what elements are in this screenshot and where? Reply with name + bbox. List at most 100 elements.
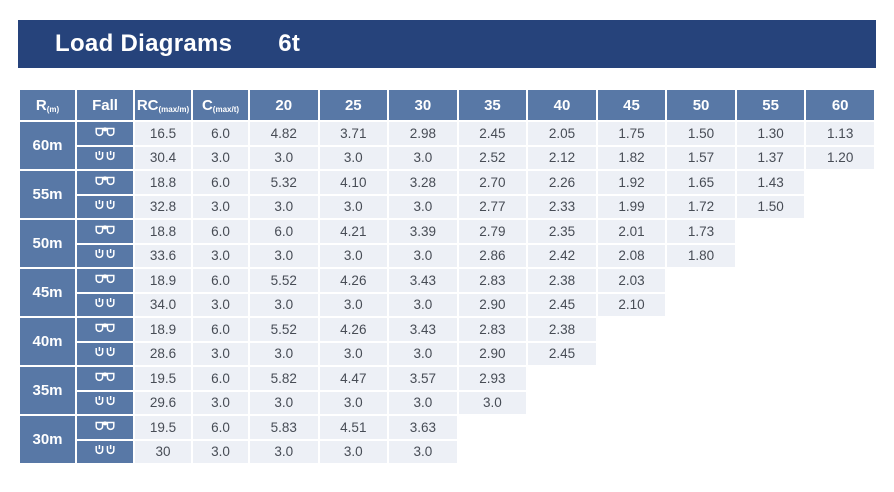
page-title: Load Diagrams — [55, 30, 233, 57]
empty-cell — [598, 367, 666, 390]
four-fall-cell — [77, 269, 133, 292]
value-cell: 2.90 — [458, 293, 527, 316]
value-cell: 3.0 — [193, 195, 248, 218]
value-cell: 1.73 — [667, 220, 735, 243]
value-cell: 2.26 — [528, 171, 596, 194]
value-cell: 34.0 — [135, 293, 191, 316]
value-cell: 5.82 — [250, 367, 318, 390]
four-fall-hook-icon — [95, 175, 115, 185]
value-cell: 2.90 — [458, 342, 527, 365]
value-cell: 2.83 — [458, 318, 527, 341]
value-cell: 3.0 — [193, 244, 248, 267]
value-cell: 1.75 — [597, 122, 666, 145]
empty-cell — [598, 392, 666, 415]
value-cell: 28.6 — [135, 342, 191, 365]
row-label-radius: 30m — [20, 416, 75, 463]
value-cell: 3.63 — [389, 416, 457, 439]
empty-cell — [667, 269, 735, 292]
two-fall-cell — [77, 293, 133, 316]
empty-cell — [737, 245, 805, 268]
table-row: 50m 18.8 6.0 6.0 4.21 3.39 2.79 2.35 2.01 1.73 — [20, 220, 874, 267]
four-fall-cell — [77, 220, 133, 243]
empty-cell — [806, 294, 874, 317]
value-cell: 1.72 — [667, 195, 735, 218]
empty-cell — [667, 294, 735, 317]
value-cell: 1.20 — [806, 146, 874, 169]
value-cell: 19.5 — [135, 416, 191, 439]
value-cell: 3.0 — [193, 342, 248, 365]
value-cell: 4.47 — [319, 367, 388, 390]
value-cell: 2.83 — [458, 269, 527, 292]
col-header-fall: Fall — [77, 90, 133, 120]
value-cell: 3.0 — [250, 440, 318, 463]
col-header-radius: R(m) — [20, 90, 75, 120]
value-cell: 3.0 — [250, 391, 318, 414]
empty-cell — [806, 171, 874, 194]
two-fall-hook-icon — [95, 445, 115, 455]
table-row: 30 3.0 3.0 3.0 3.0 — [20, 440, 874, 464]
header-row: R(m) Fall RC(max/m) C(max/t) 20 25 30 35… — [20, 90, 874, 120]
empty-cell — [806, 196, 874, 219]
value-cell: 3.0 — [319, 342, 388, 365]
row-label-radius: 50m — [20, 220, 75, 267]
value-cell: 3.71 — [319, 122, 388, 145]
value-cell: 2.77 — [458, 195, 527, 218]
col-header-50: 50 — [667, 90, 735, 120]
value-cell: 2.93 — [458, 367, 527, 390]
value-cell: 2.01 — [597, 220, 666, 243]
value-cell: 3.0 — [193, 146, 248, 169]
value-cell: 3.28 — [389, 171, 457, 194]
empty-cell — [806, 367, 874, 390]
value-cell: 3.0 — [250, 342, 318, 365]
empty-cell — [806, 318, 874, 341]
value-cell: 1.92 — [597, 171, 666, 194]
two-fall-hook-icon — [95, 298, 115, 308]
empty-cell — [598, 416, 666, 439]
value-cell: 6.0 — [193, 220, 248, 243]
value-cell: 2.70 — [458, 171, 527, 194]
value-cell: 2.38 — [528, 269, 596, 292]
value-cell: 30 — [135, 440, 191, 463]
value-cell: 3.43 — [389, 269, 457, 292]
empty-cell — [459, 416, 527, 439]
value-cell: 1.80 — [667, 244, 735, 267]
value-cell: 5.52 — [250, 269, 318, 292]
value-cell: 3.0 — [319, 293, 388, 316]
value-cell: 2.08 — [597, 244, 666, 267]
two-fall-cell — [77, 342, 133, 365]
table-row: 35m 19.5 6.0 5.82 4.47 3.57 2.93 — [20, 367, 874, 414]
value-cell: 3.0 — [250, 195, 318, 218]
value-cell: 2.98 — [389, 122, 457, 145]
table-row: 55m 18.8 6.0 5.32 4.10 3.28 2.70 2.26 1.92 1.65 1.… — [20, 171, 874, 218]
value-cell: 18.8 — [135, 171, 191, 194]
value-cell: 6.0 — [193, 122, 248, 145]
empty-cell — [737, 367, 805, 390]
row-label-radius: 55m — [20, 171, 75, 218]
value-cell: 3.43 — [389, 318, 457, 341]
four-fall-hook-icon — [95, 322, 115, 332]
value-cell: 2.79 — [458, 220, 527, 243]
value-cell: 6.0 — [193, 269, 248, 292]
four-fall-cell — [77, 367, 133, 390]
empty-cell — [806, 416, 874, 439]
value-cell: 2.03 — [597, 269, 666, 292]
empty-cell — [598, 318, 666, 341]
value-cell: 3.0 — [458, 391, 527, 414]
title-banner: Load Diagrams 6t — [18, 20, 876, 68]
two-fall-cell — [77, 391, 133, 414]
two-fall-cell — [77, 146, 133, 169]
value-cell: 33.6 — [135, 244, 191, 267]
empty-cell — [667, 318, 735, 341]
empty-cell — [737, 343, 805, 366]
value-cell: 3.0 — [389, 146, 457, 169]
empty-cell — [667, 441, 735, 464]
value-cell: 16.5 — [135, 122, 191, 145]
col-header-c: C(max/t) — [193, 90, 248, 120]
value-cell: 18.8 — [135, 220, 191, 243]
empty-cell — [667, 392, 735, 415]
two-fall-cell — [77, 195, 133, 218]
value-cell: 6.0 — [193, 171, 248, 194]
value-cell: 3.0 — [389, 195, 457, 218]
value-cell: 1.82 — [597, 146, 666, 169]
value-cell: 4.51 — [319, 416, 388, 439]
